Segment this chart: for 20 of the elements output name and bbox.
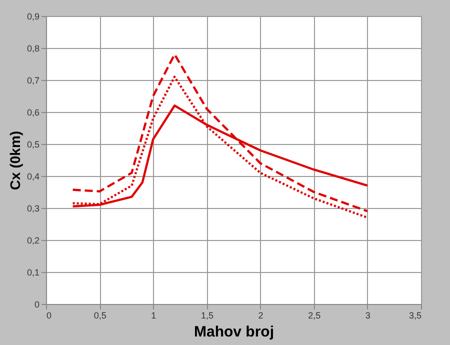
y-tick-label: 0,6 — [26, 108, 40, 118]
x-tick-label: 3 — [365, 310, 370, 320]
y-tick-label: 0,7 — [26, 76, 40, 86]
y-axis-title: Cx (0km) — [6, 130, 23, 190]
y-tick-label: 0,9 — [26, 12, 40, 22]
y-tick-label: 0,3 — [26, 204, 40, 214]
y-tick-label: 0,4 — [26, 172, 40, 182]
x-tick-label: 1,5 — [200, 310, 214, 320]
y-tick-label: 0,2 — [26, 236, 40, 246]
x-tick-label: 0 — [46, 310, 52, 320]
x-tick-label: 2,5 — [308, 310, 321, 320]
x-tick-label: 1 — [151, 310, 156, 320]
x-tick-label: 0,5 — [94, 310, 106, 320]
x-axis-title: Mahov broj — [194, 324, 274, 340]
x-tick-label: 3,5 — [408, 310, 422, 320]
x-tick-label: 2 — [258, 310, 264, 320]
y-tick-label: 0,5 — [26, 140, 40, 150]
y-tick-label: 0,1 — [26, 268, 40, 278]
y-tick-label: 0 — [34, 300, 40, 310]
y-tick-label: 0,8 — [26, 44, 40, 54]
